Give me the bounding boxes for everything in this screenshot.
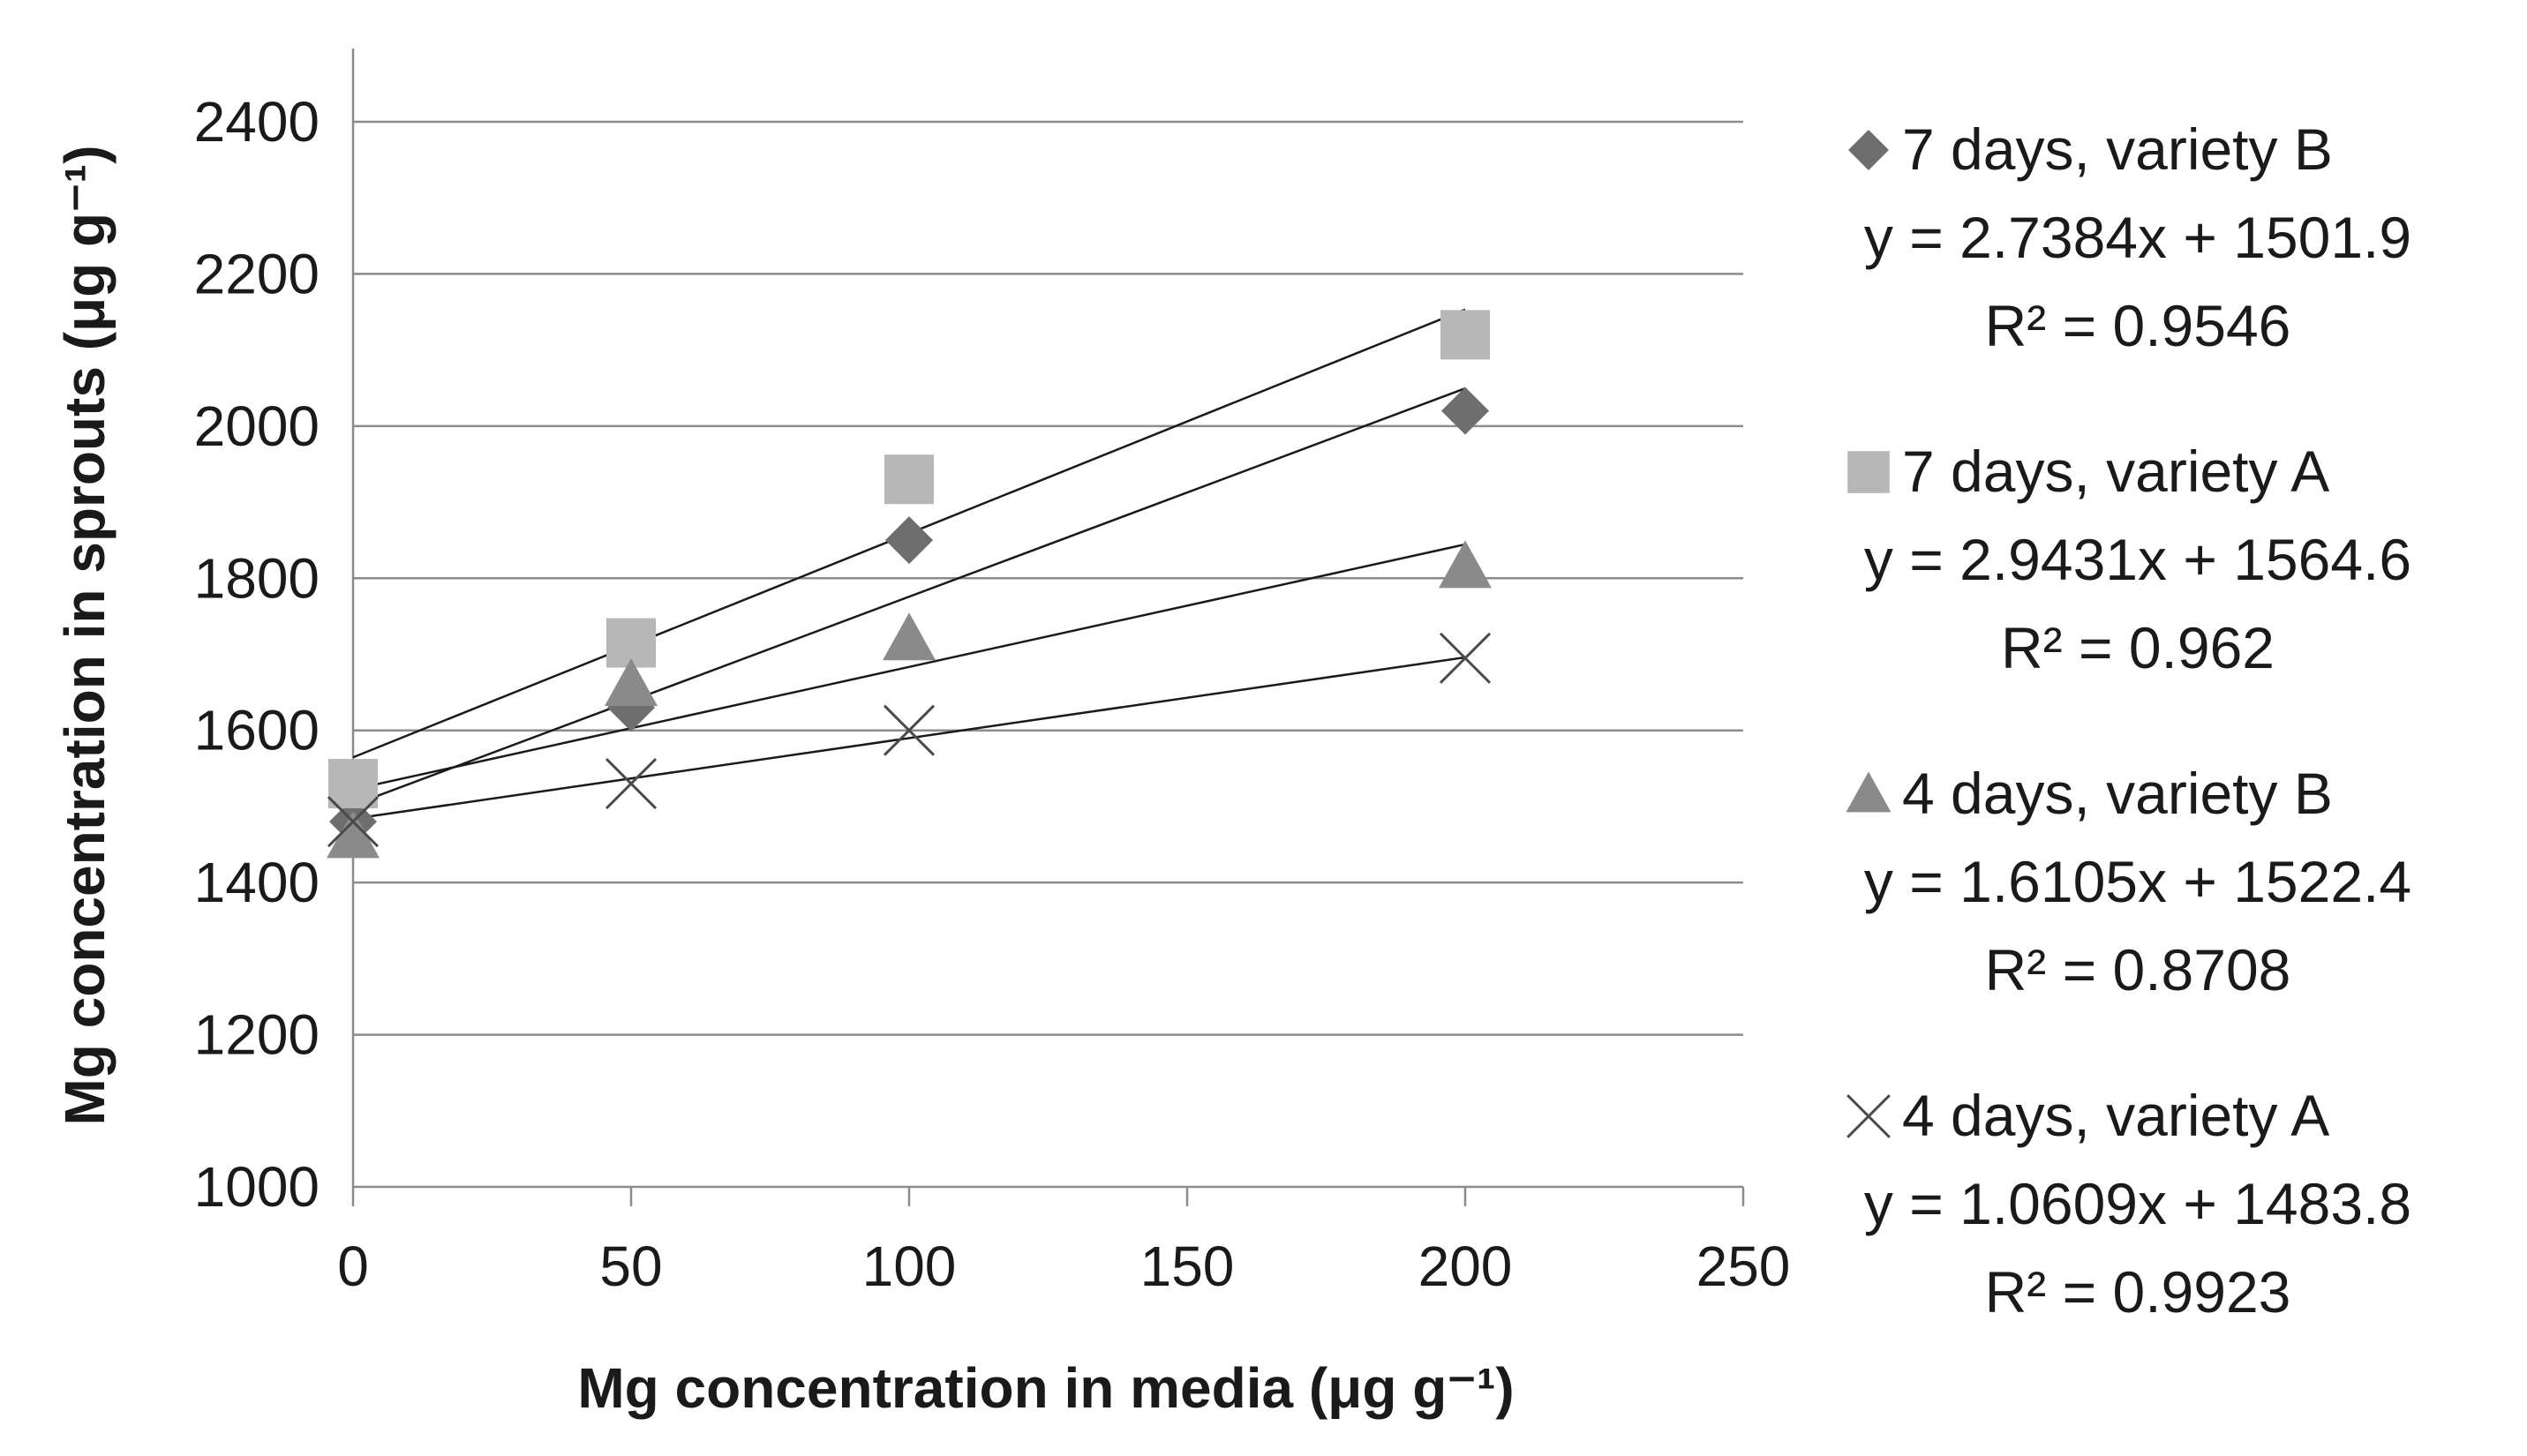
data-point-series-2-0 [328, 759, 378, 809]
legend-equation-series-2: y = 2.9431x + 1564.6 [1864, 527, 2411, 592]
data-point-series-1-3 [1441, 387, 1489, 435]
data-markers [327, 310, 1492, 859]
data-point-series-2-2 [884, 454, 934, 505]
data-point-series-3-3 [1439, 540, 1492, 589]
trendline-series-3 [352, 543, 1466, 791]
y-tick-label-1600: 1600 [194, 699, 320, 762]
gridlines [353, 120, 1743, 1036]
legend-equation-series-4: y = 1.0609x + 1483.8 [1864, 1171, 2411, 1236]
legend-marker-series-1 [1848, 130, 1889, 170]
legend-r2-series-1: R² = 0.9546 [1985, 293, 2291, 358]
legend-label-series-3: 4 days, variety B [1902, 761, 2333, 826]
legend-equation-series-3: y = 1.6105x + 1522.4 [1864, 849, 2411, 914]
data-point-series-3-0 [327, 810, 380, 859]
y-axis-title: Mg concentration in sprouts (μg g⁻¹) [53, 145, 117, 1125]
data-point-series-4-1-stroke-b [605, 758, 658, 810]
y-tick-label-1000: 1000 [194, 1155, 320, 1219]
legend-r2-series-3: R² = 0.8708 [1985, 937, 2291, 1002]
x-tick-label-50: 50 [599, 1235, 662, 1298]
legend-label-series-1: 7 days, variety B [1902, 116, 2333, 182]
legend-marker-series-3 [1846, 771, 1891, 813]
data-point-series-4-0 [327, 796, 380, 848]
data-point-series-4-2-stroke-b [883, 704, 936, 756]
tick-labels: 1000 1200 1400 1600 1800 2000 2200 2400 0 50 100 15… [194, 90, 1791, 1298]
x-tick-label-150: 150 [1140, 1235, 1235, 1298]
x-axis-title: Mg concentration in media (μg g⁻¹) [577, 1356, 1514, 1420]
data-point-series-4-3-stroke-b [1439, 632, 1492, 684]
legend: 7 days, variety B y = 2.7384x + 1501.9 R² … [1846, 116, 2411, 1325]
legend-label-series-4: 4 days, variety A [1902, 1083, 2329, 1148]
y-tick-label-1200: 1200 [194, 1003, 320, 1067]
legend-label-series-2: 7 days, variety A [1902, 439, 2329, 504]
data-point-series-1-2 [885, 516, 933, 565]
legend-marker-series-2 [1847, 451, 1890, 493]
y-tick-label-1800: 1800 [194, 546, 320, 610]
x-tick-label-100: 100 [862, 1235, 957, 1298]
y-tick-label-2400: 2400 [194, 90, 320, 154]
data-point-series-2-3 [1440, 310, 1490, 360]
x-tick-label-250: 250 [1696, 1235, 1791, 1298]
legend-r2-series-4: R² = 0.9923 [1985, 1259, 2291, 1325]
data-point-series-4-2 [883, 704, 936, 756]
trendline-series-4 [352, 656, 1466, 821]
x-tick-label-200: 200 [1418, 1235, 1513, 1298]
data-point-series-4-3 [1439, 632, 1492, 684]
data-point-series-4-0-stroke-b [327, 796, 380, 848]
legend-equation-series-1: y = 2.7384x + 1501.9 [1864, 205, 2411, 270]
y-tick-label-1400: 1400 [194, 851, 320, 914]
axes [351, 49, 1745, 1206]
y-tick-label-2000: 2000 [194, 394, 320, 458]
x-tick-label-0: 0 [337, 1235, 369, 1298]
y-tick-label-2200: 2200 [194, 242, 320, 305]
legend-marker-series-4 [1846, 1094, 1891, 1138]
trendlines [352, 308, 1466, 821]
data-point-series-4-1 [605, 758, 658, 810]
data-point-series-3-1 [605, 657, 658, 706]
legend-marker-series-4-stroke-b [1846, 1094, 1891, 1138]
trendline-series-1 [352, 387, 1466, 807]
data-point-series-3-2 [883, 612, 936, 661]
legend-r2-series-2: R² = 0.962 [2001, 615, 2275, 680]
